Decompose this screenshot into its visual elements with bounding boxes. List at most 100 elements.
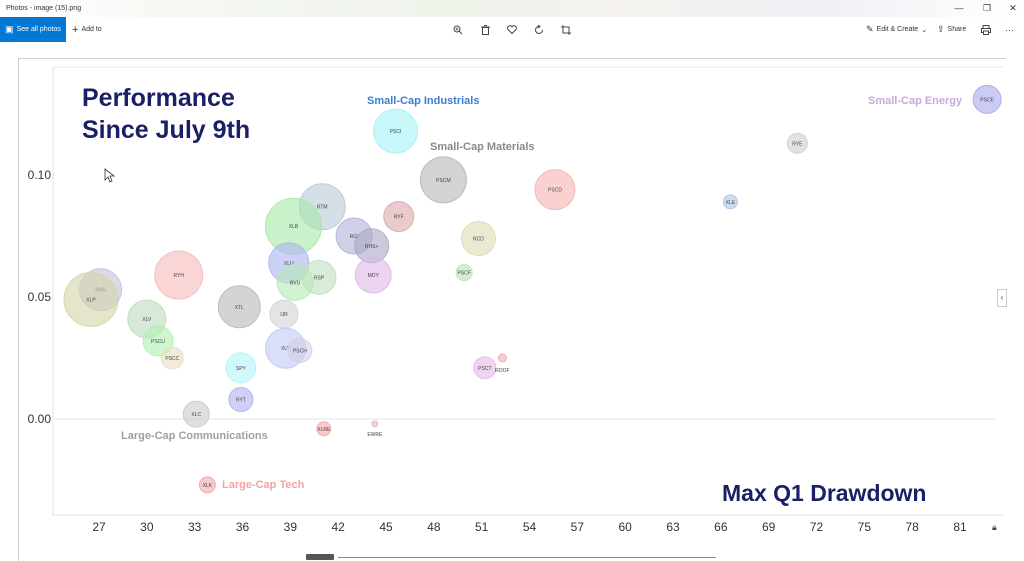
bubble-label: PSCC <box>165 356 179 362</box>
x-tick-label: 51 <box>475 520 489 534</box>
bubble-pscu <box>142 325 174 357</box>
bubble-label: XLRE <box>317 427 331 433</box>
x-tick-label: 33 <box>188 520 202 534</box>
bubble-label: RYH <box>173 273 184 279</box>
rotate-icon[interactable] <box>532 17 546 42</box>
bubble-label: RGI <box>350 234 359 240</box>
window-title: Photos - image (15).png <box>6 5 82 12</box>
scrubber-track <box>338 557 716 558</box>
scrubber-thumb[interactable] <box>306 554 334 560</box>
close-button[interactable]: ✕ <box>1009 3 1017 13</box>
zoom-in-icon[interactable] <box>451 17 465 42</box>
delete-icon[interactable] <box>478 17 492 42</box>
bubble-xlk <box>198 476 216 494</box>
bubble-label: PSCU <box>151 339 165 345</box>
bubble-xle <box>722 194 738 210</box>
bubble-pscc <box>160 346 184 370</box>
photo-canvas <box>18 58 1006 561</box>
bubble-ewre <box>371 420 379 428</box>
bubble-label: XLC <box>191 412 201 418</box>
bubble-label: PSCH <box>293 349 307 355</box>
annotation-small-cap-industrials: Small-Cap Industrials <box>367 95 479 107</box>
edit-icon: ✎ <box>866 24 874 34</box>
x-tick-label: 42 <box>331 520 345 534</box>
chevron-left-icon[interactable]: ‹ <box>997 289 1007 307</box>
print-icon[interactable] <box>979 17 993 42</box>
x-axis-ticks: 27 30 33 36 39 42 45 48 51 54 57 60 63 66 69 72 75 78 81 <box>92 520 967 534</box>
bubble-label: PSCM <box>436 178 450 184</box>
plot-frame <box>52 67 1003 516</box>
y-axis-ticks: 0.10 0.05 0.00 <box>28 168 52 426</box>
bubble-psci <box>373 108 419 154</box>
bubble-label: ROOF <box>495 368 509 374</box>
crop-icon[interactable] <box>559 17 573 42</box>
annotation-small-cap-materials: Small-Cap Materials <box>430 141 535 153</box>
bubble-psch <box>287 338 313 364</box>
add-to-button[interactable]: + Add to <box>72 17 102 42</box>
bubble-xlp <box>63 271 119 327</box>
bubble-label: EWRE <box>367 432 383 438</box>
minimize-button[interactable]: — <box>954 3 964 13</box>
x-tick-label: 81 <box>953 520 967 534</box>
annotation-large-cap-tech: Large-Cap Tech <box>222 479 305 491</box>
bubble-xtl <box>217 285 261 329</box>
bubble-label: RYT <box>236 397 246 403</box>
bubble-label: XLY <box>281 346 291 352</box>
bubble-series: PSCE RYE XLE PSCI PSCM PSCD RYF RCD RTM XLB RGI RHS… <box>63 84 1002 494</box>
lock-icon: 🔒︎ <box>992 522 997 532</box>
bubble-label: XLK <box>203 483 213 489</box>
window-titlebar: Photos - image (15).png — ❐ ✕ <box>0 0 1024 17</box>
x-tick-label: 30 <box>140 520 154 534</box>
edit-create-label: Edit & Create <box>876 26 919 33</box>
bubble-label: XTL <box>235 305 244 311</box>
more-options-button[interactable]: ··· <box>1005 24 1014 35</box>
see-all-photos-button[interactable]: ▣ See all photos <box>0 17 66 42</box>
edit-create-button[interactable]: ✎ Edit & Create ⌄ <box>866 17 927 42</box>
video-scrubber[interactable] <box>306 554 716 560</box>
bubble-ryh <box>154 250 204 300</box>
x-tick-label: 57 <box>571 520 585 534</box>
x-tick-label: 39 <box>284 520 298 534</box>
bubble-label: RHS+ <box>365 244 379 250</box>
add-to-label: Add to <box>81 26 102 33</box>
x-tick-label: 75 <box>858 520 872 534</box>
bubble-bvu <box>276 263 314 301</box>
bubble-psce <box>972 84 1002 114</box>
chevron-down-icon: ⌄ <box>921 26 928 34</box>
y-tick-label: 0.05 <box>28 290 52 304</box>
bubble-pscm <box>419 156 467 204</box>
y-tick-label: 0.00 <box>28 412 52 426</box>
plus-icon: + <box>72 23 79 36</box>
bubble-label: XLE <box>726 200 736 206</box>
bubble-xlc <box>182 400 210 428</box>
bubble-roof <box>497 353 507 363</box>
x-tick-label: 54 <box>523 520 537 534</box>
bubble-label: IJR <box>280 312 288 318</box>
x-tick-label: 48 <box>427 520 441 534</box>
bubble-pscd <box>534 169 576 211</box>
bubble-label: PSCF <box>457 271 470 277</box>
bubble-xlre <box>316 421 332 437</box>
bubble-label: MDY <box>368 273 380 279</box>
bubble-label: XLB <box>289 224 299 230</box>
x-tick-label: 63 <box>666 520 680 534</box>
chart-title-line-2: Since July 9th <box>82 116 250 144</box>
bubble-rcd <box>460 220 496 256</box>
bubble-psct <box>473 356 497 380</box>
x-tick-label: 60 <box>618 520 632 534</box>
photos-icon: ▣ <box>5 24 14 34</box>
bubble-label: SPY <box>236 366 247 372</box>
bubble-label: PSCI <box>390 129 402 135</box>
bubble-label: RYF <box>394 214 404 220</box>
favorite-icon[interactable] <box>505 17 519 42</box>
bubble-label: PSCD <box>548 188 562 194</box>
bubble-label: XLU <box>284 261 294 267</box>
x-tick-label: 36 <box>236 520 250 534</box>
x-tick-label: 66 <box>714 520 728 534</box>
restore-button[interactable]: ❐ <box>982 3 992 13</box>
x-axis-label: Max Q1 Drawdown <box>722 480 926 506</box>
bubble-label: PSCE <box>980 97 994 103</box>
bubble-label: XLP <box>86 297 96 303</box>
share-button[interactable]: ⇪ Share <box>937 17 966 42</box>
